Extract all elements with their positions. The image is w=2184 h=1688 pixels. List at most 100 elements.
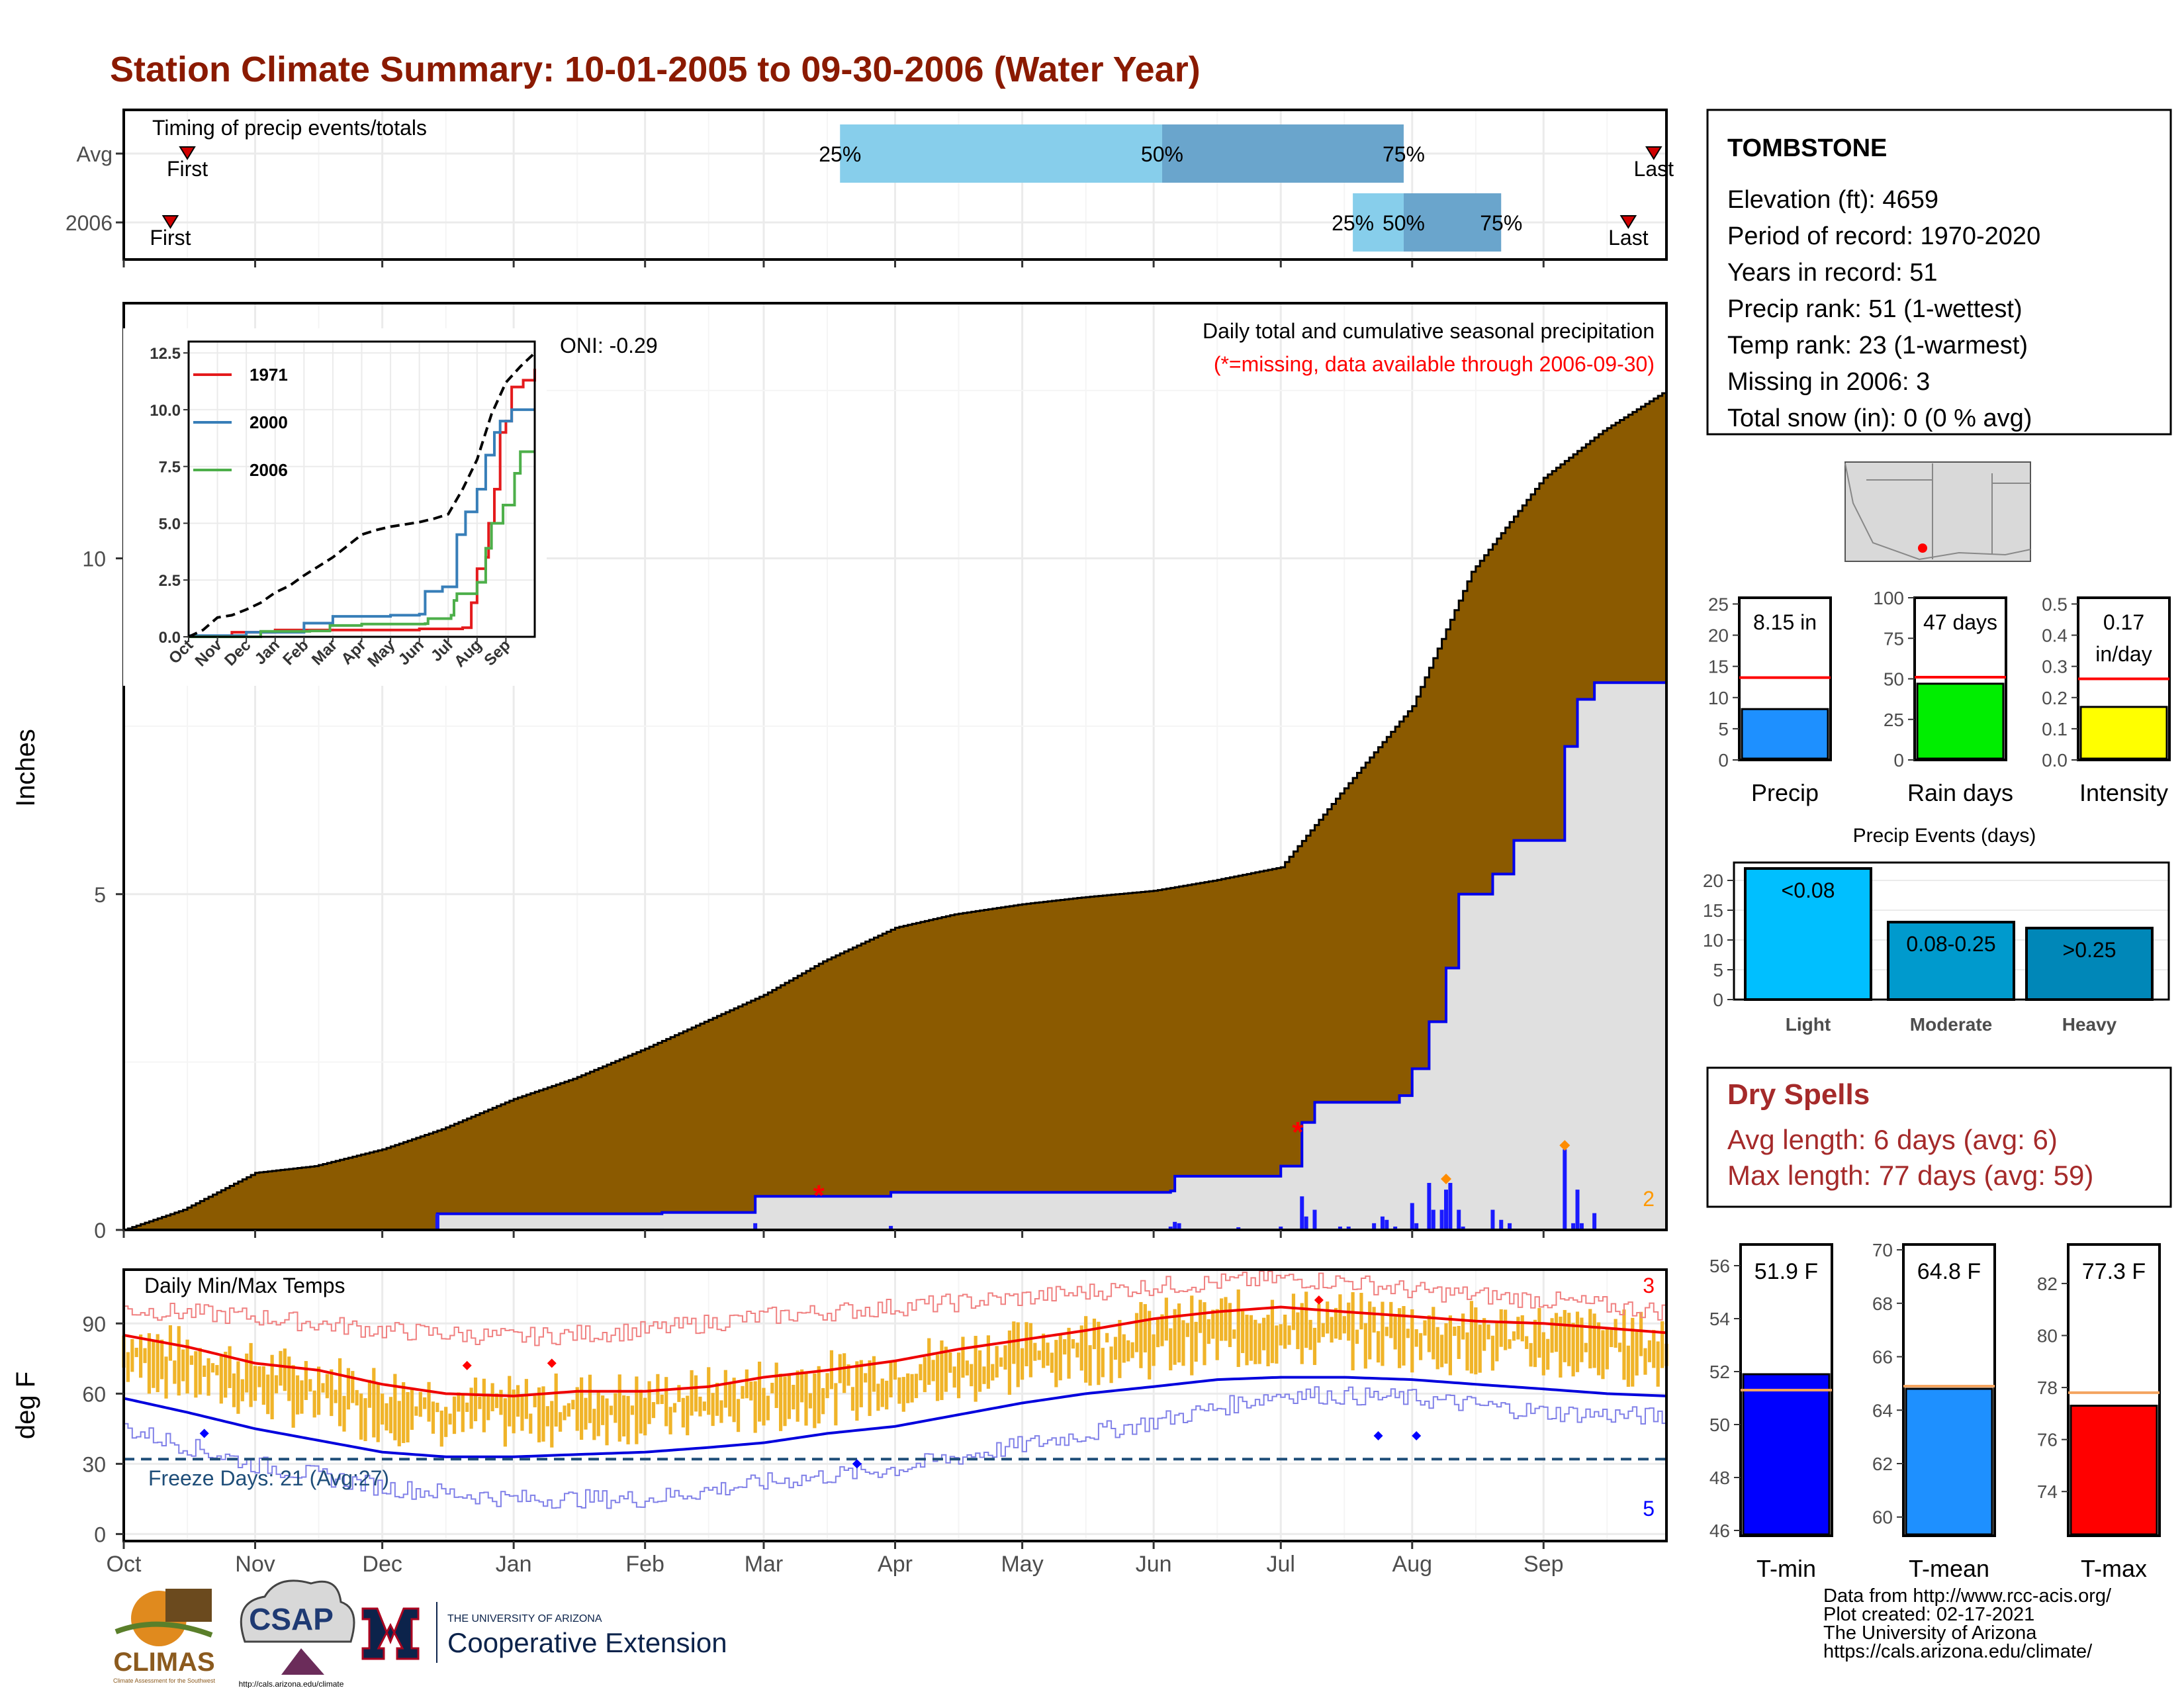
- summary-bar-Intensity: 0.17 in/day 0.0 0.1 0.2 0.3 0.4 0.5 Intensity: [2042, 594, 2171, 806]
- daily-temp-bar: [1113, 1336, 1118, 1360]
- daily-temp-bar: [1134, 1313, 1139, 1352]
- daily-temp-bar: [512, 1389, 516, 1434]
- daily-temp-bar: [923, 1357, 927, 1393]
- daily-temp-bar: [1385, 1327, 1388, 1336]
- inset-series-Avg: [188, 352, 536, 638]
- daily-temp-bar: [774, 1362, 778, 1409]
- record-low-count: 5: [1643, 1497, 1655, 1521]
- daily-temp-bar: [1554, 1313, 1559, 1352]
- daily-temp-bar: [664, 1377, 668, 1427]
- daily-temp-bar: [1249, 1315, 1253, 1361]
- daily-temp-bar: [1541, 1332, 1545, 1376]
- y-tick-label: 68: [1872, 1293, 1893, 1314]
- station-info-line: Precip rank: 51 (1-wettest): [1727, 295, 2023, 323]
- daily-temp-bar: [1410, 1309, 1414, 1373]
- daily-temp-bar: [240, 1379, 244, 1401]
- cumulative-precip-panel: * * Daily total and cumulative seasonal pr…: [11, 302, 1668, 1243]
- daily-precip-bar: [1385, 1219, 1389, 1230]
- inset-series-2000: [189, 408, 535, 637]
- daily-temp-bar: [1414, 1329, 1418, 1347]
- daily-temp-bar: [1639, 1311, 1643, 1356]
- daily-temp-bar: [944, 1346, 948, 1392]
- bar-value: [1916, 682, 2005, 760]
- daily-temp-bar: [228, 1346, 232, 1388]
- daily-temp-bar: [1533, 1319, 1537, 1368]
- daily-temp-bar: [919, 1364, 923, 1381]
- daily-precip-bar: [1499, 1219, 1504, 1230]
- daily-temp-bar: [1304, 1291, 1308, 1348]
- bar-value-label: in/day: [2095, 642, 2152, 666]
- station-info-line: Missing in 2006: 3: [1727, 368, 1930, 396]
- event-bar-label: 0.08-0.25: [1906, 932, 1995, 956]
- daily-temp-bar: [982, 1366, 986, 1384]
- timing-25-50-bar: [840, 124, 1162, 183]
- daily-temp-bar: [499, 1389, 503, 1415]
- precip-panel-title: Daily total and cumulative seasonal prec…: [1203, 319, 1655, 343]
- daily-temp-bar: [156, 1334, 159, 1393]
- extreme-count-label: 2: [1643, 1187, 1655, 1211]
- dry-spells-title: Dry Spells: [1727, 1078, 1870, 1111]
- daily-temp-bar: [677, 1385, 681, 1402]
- daily-temp-bar: [1550, 1318, 1554, 1353]
- extreme-precip-marker: [1441, 1173, 1451, 1184]
- daily-temp-bar: [367, 1380, 372, 1408]
- daily-temp-bar: [1283, 1314, 1287, 1349]
- daily-precip-bar: [1338, 1226, 1342, 1230]
- daily-temp-bar: [1236, 1289, 1240, 1368]
- daily-temp-bar: [995, 1346, 999, 1378]
- daily-temp-bar: [643, 1397, 647, 1436]
- daily-temp-bar: [1194, 1321, 1198, 1362]
- daily-temp-bar: [808, 1393, 813, 1409]
- inset-y-tick-label: 10.0: [150, 402, 181, 420]
- y-tick-label: 10: [82, 547, 106, 571]
- daily-temp-bar: [444, 1407, 448, 1437]
- daily-temp-bar: [1435, 1327, 1439, 1370]
- daily-temp-bar: [338, 1358, 342, 1427]
- record-high-count: 3: [1643, 1274, 1655, 1297]
- event-bar: [2025, 927, 2154, 1001]
- daily-temp-bar: [545, 1406, 549, 1427]
- daily-temp-bar: [834, 1383, 838, 1426]
- locator-map: [1844, 461, 2031, 562]
- daily-temp-bar: [935, 1354, 940, 1401]
- daily-temp-bar: [647, 1381, 651, 1425]
- daily-temp-bar: [940, 1340, 944, 1400]
- daily-temp-bar: [817, 1366, 821, 1424]
- daily-temp-bar: [330, 1369, 334, 1417]
- daily-temp-bar: [986, 1335, 990, 1389]
- daily-temp-bar: [1499, 1309, 1503, 1347]
- daily-temp-bar: [406, 1391, 410, 1442]
- daily-temp-bar: [1109, 1346, 1113, 1383]
- daily-temp-bar: [185, 1339, 189, 1394]
- daily-temp-bar: [974, 1336, 978, 1402]
- daily-temp-bar: [1465, 1332, 1469, 1371]
- daily-temp-bar: [1084, 1316, 1088, 1383]
- bar-value-label: 51.9 F: [1754, 1259, 1818, 1284]
- daily-temp-bar: [1003, 1345, 1007, 1370]
- daily-temp-bar: [414, 1406, 418, 1416]
- year-cumulative-line: [124, 681, 1666, 1231]
- daily-temp-bar: [1376, 1331, 1381, 1363]
- daily-temp-bar: [1643, 1348, 1647, 1375]
- oni-label: ONI: -0.29: [560, 334, 658, 357]
- daily-temp-bar: [393, 1374, 397, 1440]
- daily-temp-bar: [948, 1352, 952, 1373]
- daily-temp-bar: [1575, 1311, 1580, 1372]
- daily-temp-bar: [1423, 1320, 1427, 1336]
- daily-temp-bar: [372, 1368, 376, 1438]
- daily-temp-bar: [1097, 1321, 1101, 1385]
- daily-precip-bar: [1380, 1216, 1385, 1230]
- daily-temp-bar: [889, 1361, 893, 1397]
- daily-temp-bar: [232, 1373, 236, 1407]
- daily-temp-bar: [1592, 1313, 1596, 1368]
- y-tick-label: 74: [2037, 1481, 2058, 1502]
- y-tick-label: 0: [94, 1523, 106, 1546]
- x-tick-label: May: [1001, 1552, 1043, 1577]
- daily-temp-bar: [580, 1377, 584, 1440]
- daily-temp-bar: [1173, 1309, 1177, 1365]
- daily-precip-bar: [1427, 1182, 1432, 1230]
- daily-temp-bar: [558, 1412, 563, 1432]
- daily-temp-bar: [1021, 1348, 1024, 1380]
- daily-temp-bar: [1287, 1325, 1291, 1345]
- daily-temp-bar: [1490, 1335, 1495, 1371]
